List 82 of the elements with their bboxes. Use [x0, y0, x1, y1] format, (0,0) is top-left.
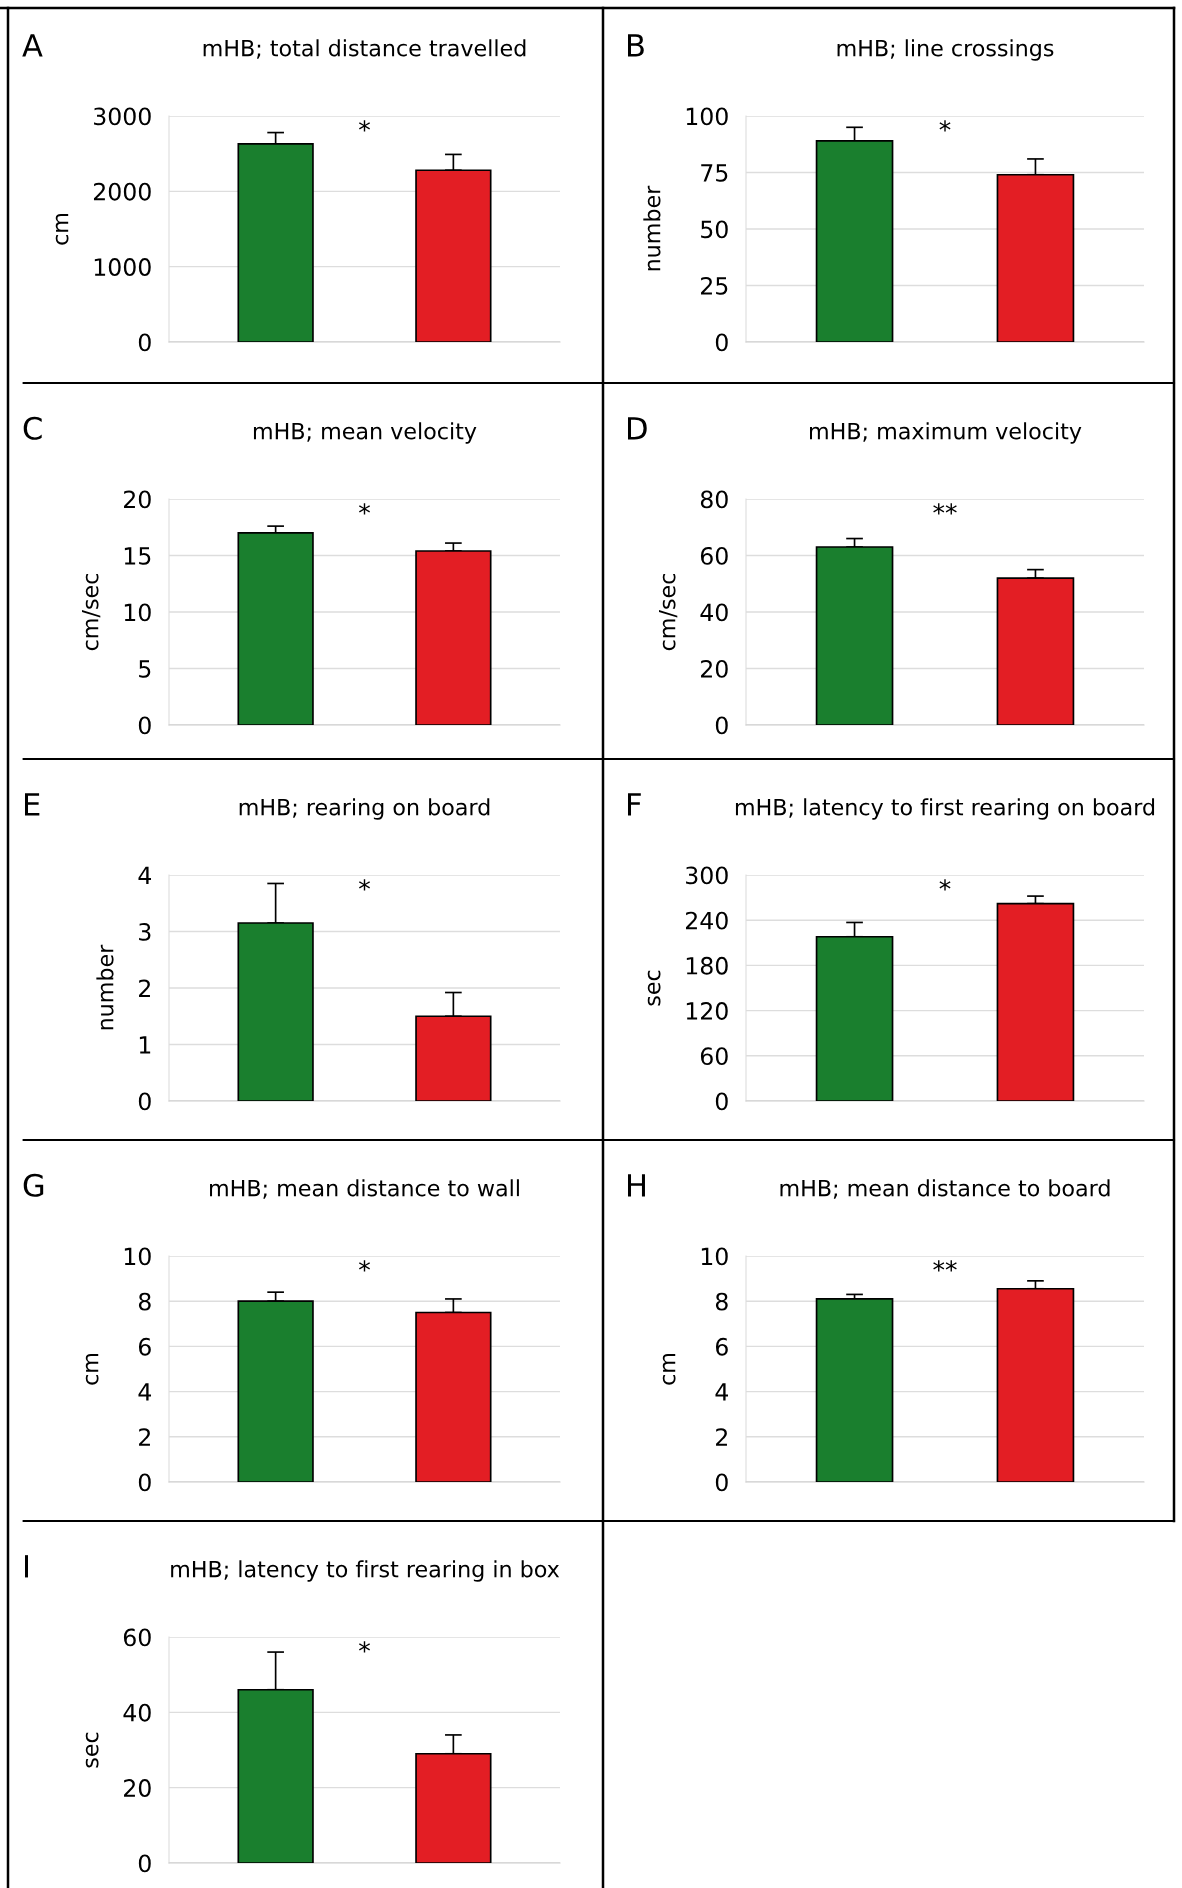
- y-tick-label: 0: [715, 1092, 728, 1111]
- chart-title: mHB; line crossings: [837, 39, 1054, 61]
- y-tick-label: 20: [124, 1779, 151, 1797]
- y-tick-label: 3: [139, 922, 151, 941]
- y-tick-label: 2: [716, 1428, 727, 1446]
- y-tick-label: 40: [700, 603, 728, 622]
- y-tick-label: 1: [139, 1036, 151, 1054]
- y-tick-label: 10: [124, 603, 151, 622]
- y-tick-label: 0: [138, 716, 151, 735]
- chart-title: mHB; mean velocity: [253, 422, 477, 444]
- y-axis-title: cm/sec: [659, 573, 678, 651]
- y-tick-label: 10: [124, 1247, 151, 1266]
- y-tick-label: 10: [701, 1247, 728, 1266]
- y-tick-label: 60: [700, 546, 728, 565]
- y-axis-title: sec: [85, 1732, 99, 1768]
- annotation: *: [939, 879, 951, 891]
- y-tick-label: 300: [686, 866, 728, 885]
- y-tick-label: 4: [138, 1383, 152, 1401]
- y-tick-label: 3000: [94, 107, 151, 126]
- chart-title: mHB; latency to first rearing on board: [735, 798, 1155, 820]
- y-tick-label: 25: [701, 276, 728, 295]
- y-tick-label: 20: [124, 490, 151, 509]
- y-tick-label: 0: [138, 333, 151, 352]
- annotation: *: [359, 1641, 370, 1653]
- annotation: **: [933, 503, 957, 515]
- chart-title: mHB; mean distance to board: [780, 1179, 1110, 1199]
- y-tick-label: 6: [715, 1337, 728, 1356]
- annotation: *: [359, 1260, 370, 1272]
- annotation: *: [939, 120, 951, 132]
- y-tick-label: 40: [123, 1703, 151, 1722]
- y-tick-label: 15: [124, 547, 151, 565]
- y-tick-label: 8: [715, 1292, 728, 1311]
- y-tick-label: 100: [686, 107, 728, 126]
- y-axis-title: sec: [647, 970, 661, 1006]
- annotation: *: [359, 503, 370, 515]
- text: E: [25, 793, 40, 816]
- y-tick-label: 180: [686, 956, 728, 975]
- y-tick-label: 75: [701, 164, 728, 182]
- y-tick-label: 0: [138, 1092, 151, 1111]
- y-tick-label: 0: [715, 1473, 728, 1492]
- y-tick-label: 2000: [93, 182, 151, 201]
- chart-title: mHB; mean distance to wall: [210, 1179, 519, 1199]
- chart-title: mHB; rearing on board: [239, 798, 490, 820]
- y-tick-label: 4: [715, 1383, 729, 1401]
- y-tick-label: 50: [701, 220, 728, 239]
- text: D: [628, 417, 647, 440]
- text: A: [22, 34, 43, 57]
- y-tick-label: 0: [715, 716, 728, 735]
- y-tick-label: 80: [700, 490, 728, 509]
- y-tick-label: 1000: [94, 258, 151, 276]
- text: H: [628, 1174, 645, 1197]
- text: F: [628, 793, 641, 816]
- annotation: **: [933, 1260, 957, 1272]
- y-tick-label: 0: [715, 333, 728, 352]
- y-axis-title: number: [643, 185, 661, 271]
- y-tick-label: 2: [139, 979, 150, 997]
- y-axis-title: number: [96, 944, 114, 1030]
- text: B: [628, 34, 644, 57]
- y-tick-label: 0: [138, 1854, 151, 1873]
- y-axis-title: cm: [55, 213, 69, 245]
- y-tick-label: 8: [138, 1292, 151, 1311]
- y-axis-title: cm: [662, 1353, 676, 1385]
- y-tick-label: 60: [700, 1047, 728, 1066]
- y-tick-label: 20: [701, 659, 728, 678]
- text: I: [25, 1555, 29, 1578]
- chart-title: mHB; latency to first rearing in box: [171, 1560, 560, 1582]
- annotation: *: [359, 120, 370, 132]
- chart-title: mHB; total distance travelled: [203, 39, 526, 59]
- y-tick-label: 240: [686, 911, 728, 930]
- text: G: [23, 1173, 44, 1197]
- y-tick-label: 6: [138, 1337, 151, 1356]
- y-tick-label: 60: [123, 1628, 151, 1647]
- y-tick-label: 5: [139, 660, 151, 678]
- y-axis-title: cm/sec: [82, 573, 101, 651]
- y-tick-label: 2: [139, 1428, 150, 1446]
- y-tick-label: 0: [138, 1473, 151, 1492]
- y-tick-label: 120: [686, 1002, 728, 1020]
- annotation: *: [359, 879, 370, 891]
- y-tick-label: 4: [138, 866, 152, 884]
- text: C: [23, 416, 42, 440]
- y-axis-title: cm: [85, 1353, 99, 1385]
- chart-title: mHB; maximum velocity: [810, 422, 1082, 444]
